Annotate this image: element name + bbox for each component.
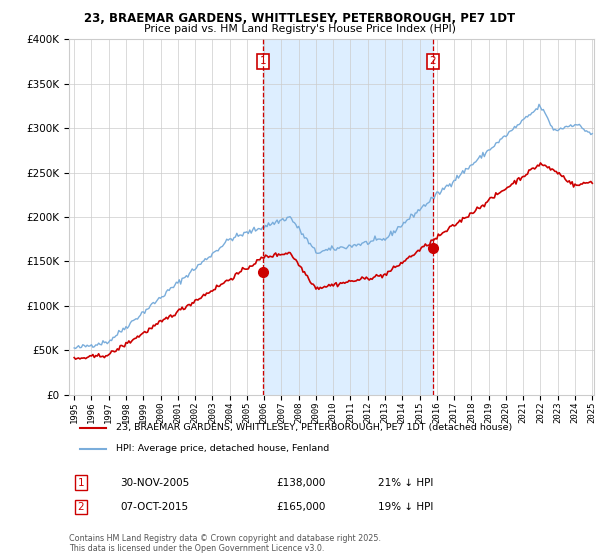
- Bar: [263, 39, 433, 395]
- Text: 21% ↓ HPI: 21% ↓ HPI: [378, 478, 433, 488]
- Text: 07-OCT-2015: 07-OCT-2015: [120, 502, 188, 512]
- Text: Contains HM Land Registry data © Crown copyright and database right 2025.
This d: Contains HM Land Registry data © Crown c…: [69, 534, 381, 553]
- Text: 1: 1: [259, 57, 266, 67]
- Text: 23, BRAEMAR GARDENS, WHITTLESEY, PETERBOROUGH, PE7 1DT: 23, BRAEMAR GARDENS, WHITTLESEY, PETERBO…: [85, 12, 515, 25]
- Text: 19% ↓ HPI: 19% ↓ HPI: [378, 502, 433, 512]
- Text: £165,000: £165,000: [276, 502, 325, 512]
- Text: 2: 2: [430, 57, 436, 67]
- Text: 23, BRAEMAR GARDENS, WHITTLESEY, PETERBOROUGH, PE7 1DT (detached house): 23, BRAEMAR GARDENS, WHITTLESEY, PETERBO…: [116, 423, 512, 432]
- Text: HPI: Average price, detached house, Fenland: HPI: Average price, detached house, Fenl…: [116, 444, 329, 453]
- Text: 1: 1: [77, 478, 85, 488]
- Text: £138,000: £138,000: [276, 478, 325, 488]
- Text: Price paid vs. HM Land Registry's House Price Index (HPI): Price paid vs. HM Land Registry's House …: [144, 24, 456, 34]
- Text: 30-NOV-2005: 30-NOV-2005: [120, 478, 189, 488]
- Text: 2: 2: [77, 502, 85, 512]
